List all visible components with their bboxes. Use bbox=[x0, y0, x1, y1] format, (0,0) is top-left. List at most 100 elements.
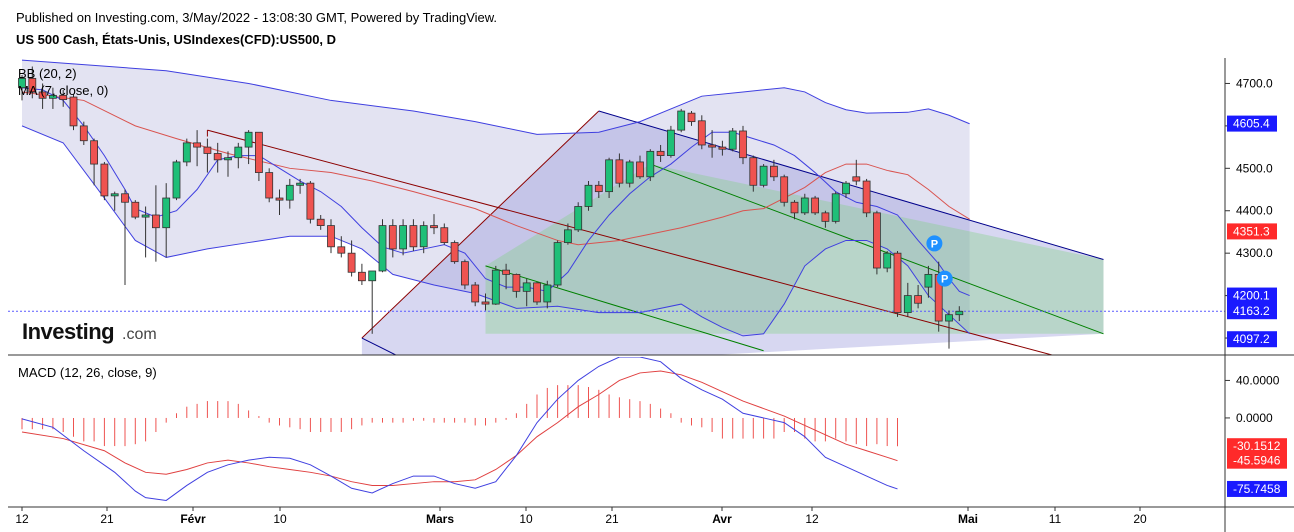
price-label: 4200.1 bbox=[1227, 287, 1277, 304]
candle-body bbox=[636, 161, 644, 178]
price-label: 4097.2 bbox=[1227, 331, 1277, 348]
candle-body bbox=[244, 131, 253, 148]
candle-body bbox=[831, 193, 840, 222]
candle bbox=[739, 125, 747, 165]
candle-body bbox=[543, 284, 552, 303]
bb-middle-line bbox=[21, 91, 970, 246]
price-label-bg bbox=[1227, 223, 1277, 240]
candle-body bbox=[224, 157, 232, 161]
time-tick-label: 21 bbox=[100, 512, 114, 526]
candle-body bbox=[265, 172, 274, 199]
macd-value-label-bg bbox=[1227, 480, 1287, 497]
candle-body bbox=[770, 165, 778, 178]
bb-label[interactable]: BB (20, 2) bbox=[18, 66, 77, 81]
candle bbox=[306, 181, 315, 224]
macd-axis[interactable]: 40.0000 0.0000 bbox=[1225, 373, 1280, 425]
time-tick-label: Mars bbox=[426, 512, 454, 526]
time-axis[interactable]: 12 21 Févr 10 Mars 10 21 Avr 12 Mai 11 20 bbox=[15, 507, 1147, 526]
pitchfork-lower-tine bbox=[361, 337, 397, 355]
candle bbox=[770, 159, 778, 182]
candle bbox=[378, 219, 387, 273]
price-pane[interactable]: PP bbox=[8, 59, 1225, 374]
candle-body bbox=[491, 269, 500, 305]
candle-body bbox=[656, 150, 665, 156]
candle-body bbox=[388, 225, 397, 250]
candle bbox=[831, 191, 840, 224]
candle bbox=[234, 142, 243, 169]
candle-body bbox=[533, 282, 541, 303]
candle-body bbox=[862, 180, 871, 214]
candle-body bbox=[151, 214, 160, 229]
time-tick-label: Avr bbox=[712, 512, 732, 526]
candle-body bbox=[460, 261, 469, 286]
candle bbox=[615, 153, 624, 188]
candle bbox=[862, 178, 871, 218]
candle bbox=[388, 219, 397, 258]
candle-body bbox=[203, 146, 212, 154]
candle-body bbox=[594, 184, 603, 193]
candle-body bbox=[553, 242, 562, 286]
candle bbox=[347, 240, 356, 277]
candle bbox=[502, 263, 511, 290]
candle-body bbox=[667, 129, 675, 156]
candle bbox=[656, 144, 665, 162]
candle bbox=[924, 265, 933, 298]
candle bbox=[244, 130, 253, 165]
candle bbox=[59, 89, 68, 107]
p-marker-circle bbox=[926, 235, 943, 252]
candle bbox=[883, 251, 892, 273]
candle-body bbox=[49, 94, 57, 99]
logo-suffix: .com bbox=[122, 326, 157, 343]
candle bbox=[172, 159, 181, 201]
logo-brand: Investing bbox=[22, 319, 114, 344]
candle-body bbox=[945, 314, 953, 322]
ma-label[interactable]: MA (7, close, 0) bbox=[18, 83, 108, 98]
candle-body bbox=[399, 225, 408, 250]
candle-body bbox=[38, 91, 47, 99]
candle-body bbox=[800, 197, 809, 214]
p-marker-label: P bbox=[931, 238, 938, 250]
candle bbox=[790, 200, 799, 220]
candle bbox=[687, 111, 696, 126]
p-marker: P bbox=[926, 235, 943, 252]
candle-body bbox=[440, 227, 449, 243]
macd-label[interactable]: MACD (12, 26, close, 9) bbox=[18, 365, 157, 380]
price-label-text: 4605.4 bbox=[1233, 117, 1270, 131]
candle-body bbox=[327, 225, 335, 248]
candle-body bbox=[574, 206, 583, 231]
time-tick-label: Févr bbox=[180, 512, 206, 526]
candle bbox=[265, 168, 274, 203]
candle bbox=[481, 293, 490, 311]
candle-body bbox=[306, 182, 315, 220]
candle bbox=[357, 263, 366, 285]
candle bbox=[543, 280, 552, 309]
candle-body bbox=[903, 295, 912, 313]
candle bbox=[667, 125, 675, 158]
candle-body bbox=[121, 193, 129, 203]
candle bbox=[337, 236, 346, 258]
candle bbox=[893, 251, 902, 317]
candle bbox=[399, 219, 408, 256]
pitchfork-green-zone bbox=[485, 164, 1104, 334]
price-label-bg bbox=[1227, 331, 1277, 348]
pitchfork-median-line bbox=[207, 129, 1053, 355]
price-label-text: 4200.1 bbox=[1233, 289, 1270, 303]
candle-body bbox=[811, 197, 819, 214]
candle bbox=[296, 178, 305, 194]
price-label-text: 4097.2 bbox=[1233, 332, 1270, 346]
price-tick-label: 4500.0 bbox=[1236, 161, 1273, 175]
candle bbox=[852, 159, 861, 186]
candle bbox=[749, 155, 758, 192]
macd-value-label-bg bbox=[1227, 452, 1287, 469]
candle-body bbox=[924, 273, 933, 288]
investing-logo: Investing .com bbox=[22, 319, 157, 344]
candle bbox=[728, 128, 737, 152]
macd-pane[interactable] bbox=[21, 357, 898, 501]
candle bbox=[873, 210, 881, 275]
candle bbox=[636, 155, 644, 179]
candle bbox=[522, 278, 531, 307]
candle bbox=[594, 181, 603, 199]
candle bbox=[811, 195, 819, 215]
candle bbox=[440, 223, 449, 245]
